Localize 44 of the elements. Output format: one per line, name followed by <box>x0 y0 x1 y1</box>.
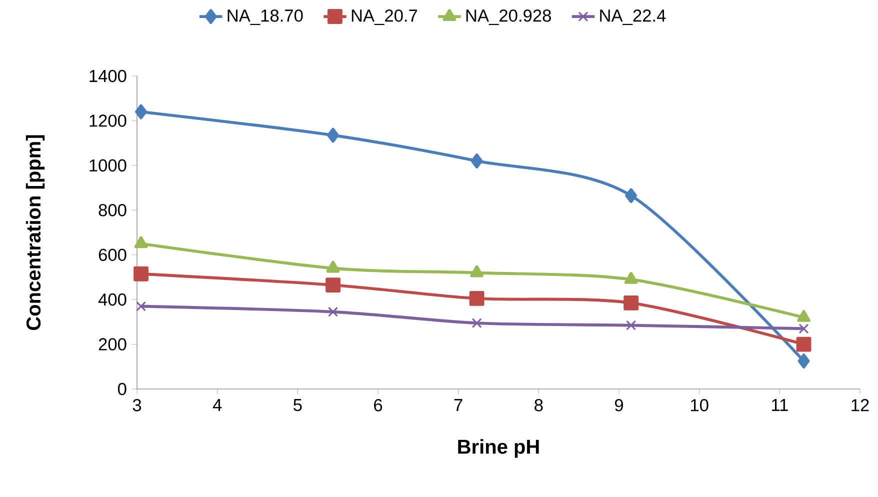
point <box>134 236 148 248</box>
x-tick-label: 9 <box>614 399 624 412</box>
point <box>328 306 338 317</box>
point <box>798 324 809 334</box>
y-axis-title: Concentration [ppm] <box>26 135 45 330</box>
x-tick-label: 7 <box>454 399 462 411</box>
y-tick-label: 800 <box>98 204 126 216</box>
point <box>624 272 638 284</box>
x-tick-label: 10 <box>691 399 708 412</box>
point <box>797 310 810 322</box>
x-tick-label: 5 <box>294 399 302 412</box>
point <box>472 318 482 328</box>
point <box>626 320 636 330</box>
point <box>624 295 639 310</box>
x-tick-label: 6 <box>374 399 382 412</box>
point <box>135 104 147 120</box>
y-tick-label: 600 <box>98 248 126 261</box>
x-tick-label: 3 <box>132 399 142 412</box>
point <box>326 260 340 273</box>
x-tick-label: 11 <box>772 399 788 411</box>
y-tick-label: 1200 <box>90 114 126 127</box>
y-tick-label: 1000 <box>90 159 126 172</box>
x-axis-title: Brine pH <box>458 439 539 458</box>
x-tick-label: 8 <box>534 399 543 412</box>
legend-label: NA_22.4 <box>600 9 666 26</box>
x-tick-label: 4 <box>212 399 222 411</box>
point <box>798 354 810 369</box>
y-tick-label: 1400 <box>90 70 126 82</box>
y-tick-label: 0 <box>118 382 126 396</box>
point <box>136 301 146 312</box>
point <box>327 128 339 143</box>
y-tick-label: 400 <box>98 293 126 306</box>
point <box>625 188 638 204</box>
point <box>134 266 148 282</box>
point <box>470 153 483 168</box>
point <box>470 265 484 278</box>
legend-label: NA_18.70 <box>228 9 303 26</box>
legend-label: NA_20.7 <box>352 9 418 26</box>
legend-label: NA_20.928 <box>466 9 551 26</box>
point <box>796 336 812 352</box>
point <box>326 278 340 293</box>
point <box>469 290 484 306</box>
y-tick-label: 200 <box>98 338 126 350</box>
x-tick-label: 12 <box>852 399 869 412</box>
